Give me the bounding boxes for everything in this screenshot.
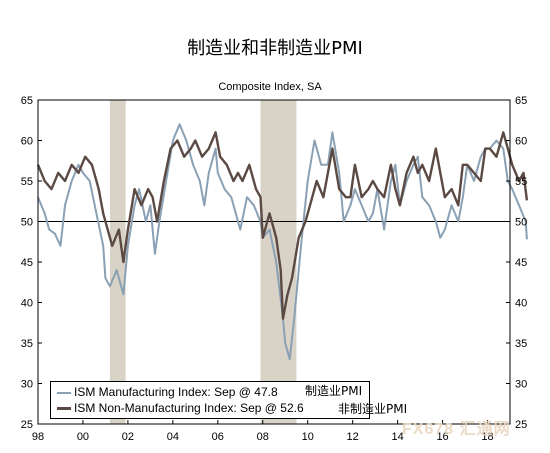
series-line-non-manufacturing bbox=[36, 131, 529, 320]
series-line-manufacturing bbox=[37, 123, 528, 361]
ytick-label-right-25: 25 bbox=[515, 419, 527, 431]
recession-band-0 bbox=[109, 100, 126, 424]
ytick-label-right-50: 50 bbox=[515, 217, 527, 229]
xtick-label-98: 98 bbox=[32, 431, 44, 443]
legend-item-manufacturing: ISM Manufacturing Index: Sep @ 47.8 bbox=[57, 385, 278, 400]
legend-label-non-manufacturing: ISM Non-Manufacturing Index: Sep @ 52.6 bbox=[74, 401, 304, 415]
ytick-label-left-50: 50 bbox=[21, 217, 33, 229]
xtick-label-12: 12 bbox=[347, 431, 359, 443]
ytick-label-left-60: 60 bbox=[21, 136, 33, 148]
xtick-label-16: 16 bbox=[436, 431, 448, 443]
ytick-label-right-40: 40 bbox=[515, 298, 527, 310]
xtick-label-10: 10 bbox=[302, 431, 314, 443]
ytick-label-left-65: 65 bbox=[21, 95, 33, 107]
legend-extra-manufacturing: 制造业PMI bbox=[305, 384, 363, 398]
xtick-label-18: 18 bbox=[481, 431, 493, 443]
ytick-label-right-45: 45 bbox=[515, 257, 527, 269]
ytick-label-right-65: 65 bbox=[515, 95, 527, 107]
legend: ISM Manufacturing Index: Sep @ 47.8 ISM … bbox=[50, 381, 370, 419]
ytick-label-right-55: 55 bbox=[515, 176, 527, 188]
xtick-label-06: 06 bbox=[212, 431, 224, 443]
ytick-label-right-30: 30 bbox=[515, 379, 527, 391]
ytick-label-left-55: 55 bbox=[21, 176, 33, 188]
ytick-label-left-30: 30 bbox=[21, 379, 33, 391]
legend-item-non-manufacturing: ISM Non-Manufacturing Index: Sep @ 52.6 bbox=[57, 401, 304, 416]
legend-swatch-non-manufacturing bbox=[57, 407, 71, 411]
ytick-label-left-40: 40 bbox=[21, 298, 33, 310]
ytick-label-right-35: 35 bbox=[515, 338, 527, 350]
legend-extra-non-manufacturing: 非制造业PMI bbox=[338, 402, 408, 416]
chart-subtitle: Composite Index, SA bbox=[218, 81, 322, 93]
xtick-label-02: 02 bbox=[122, 431, 134, 443]
xtick-label-04: 04 bbox=[167, 431, 179, 443]
legend-label-manufacturing: ISM Manufacturing Index: Sep @ 47.8 bbox=[74, 385, 278, 399]
watermark-logo: FX678 汇通网 bbox=[402, 421, 511, 438]
xtick-label-14: 14 bbox=[391, 431, 403, 443]
ytick-label-left-35: 35 bbox=[21, 338, 33, 350]
ytick-label-right-60: 60 bbox=[515, 136, 527, 148]
xtick-label-08: 08 bbox=[257, 431, 269, 443]
ytick-label-left-25: 25 bbox=[21, 419, 33, 431]
chart-title: 制造业和非制造业PMI bbox=[187, 38, 363, 59]
xtick-label-00: 00 bbox=[77, 431, 89, 443]
legend-swatch-manufacturing bbox=[57, 391, 71, 394]
ytick-label-left-45: 45 bbox=[21, 257, 33, 269]
